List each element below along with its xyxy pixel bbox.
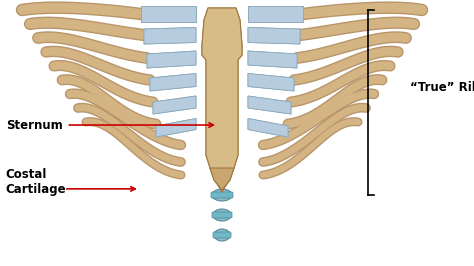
Polygon shape xyxy=(144,27,196,44)
Polygon shape xyxy=(147,51,196,68)
Polygon shape xyxy=(248,118,288,137)
Text: Costal
Cartilage: Costal Cartilage xyxy=(6,168,66,196)
Polygon shape xyxy=(153,96,196,114)
Polygon shape xyxy=(141,6,196,22)
Ellipse shape xyxy=(213,209,231,221)
Polygon shape xyxy=(150,73,196,91)
Polygon shape xyxy=(210,168,234,190)
Polygon shape xyxy=(248,27,300,44)
Polygon shape xyxy=(202,8,242,192)
FancyBboxPatch shape xyxy=(213,232,231,238)
Polygon shape xyxy=(153,96,196,114)
Polygon shape xyxy=(248,27,300,44)
Polygon shape xyxy=(202,8,242,192)
Polygon shape xyxy=(248,118,288,137)
Polygon shape xyxy=(147,51,196,68)
FancyBboxPatch shape xyxy=(211,192,233,198)
Polygon shape xyxy=(248,96,291,114)
Polygon shape xyxy=(156,118,196,137)
Polygon shape xyxy=(248,6,303,22)
Polygon shape xyxy=(248,73,294,91)
Polygon shape xyxy=(156,118,196,137)
Polygon shape xyxy=(150,73,196,91)
Ellipse shape xyxy=(212,189,232,201)
Text: “True” Ribs: “True” Ribs xyxy=(410,81,474,94)
Ellipse shape xyxy=(214,229,230,241)
Polygon shape xyxy=(248,6,303,22)
Polygon shape xyxy=(141,6,196,22)
FancyBboxPatch shape xyxy=(212,212,232,218)
Text: Sternum: Sternum xyxy=(6,119,63,131)
Polygon shape xyxy=(210,168,234,190)
Polygon shape xyxy=(248,51,297,68)
Polygon shape xyxy=(248,51,297,68)
Polygon shape xyxy=(248,96,291,114)
Polygon shape xyxy=(248,73,294,91)
Polygon shape xyxy=(144,27,196,44)
